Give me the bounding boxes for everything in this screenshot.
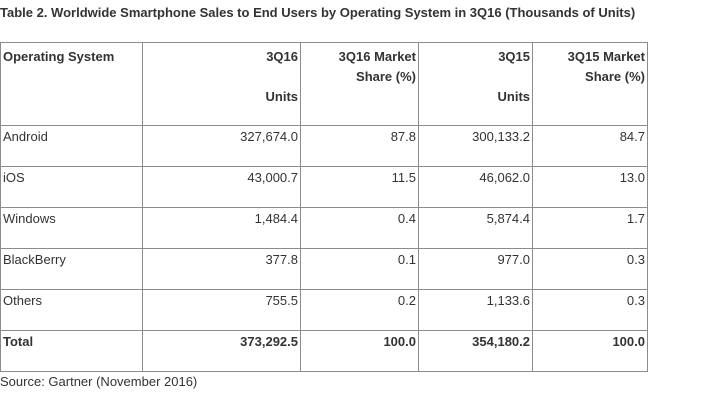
total-cell: 100.0 [532,330,648,372]
table-row: Others 755.5 0.2 1,133.6 0.3 [0,289,648,331]
header-cell: 3Q16 Market Share (%) [300,42,419,126]
sales-table: Operating System 3Q16 Units 3Q16 Market Sh… [0,42,648,372]
total-cell: 373,292.5 [142,330,301,372]
table-cell: 5,874.4 [418,207,533,249]
total-cell: Total [0,330,143,372]
table-cell: 13.0 [532,166,648,208]
table-cell: 0.3 [532,248,648,290]
table-cell: 1.7 [532,207,648,249]
table-cell: 1,484.4 [142,207,301,249]
header-text: 3Q15 [498,49,530,64]
header-spacer [421,67,530,87]
table-cell: 87.8 [300,125,419,167]
header-unit: Units [265,89,299,104]
header-text: 3Q15 Market Share (%) [567,49,645,84]
table-cell: Others [0,289,143,331]
header-cell: 3Q15 Units [418,42,533,126]
table-cell: 1,133.6 [418,289,533,331]
table-title: Table 2. Worldwide Smartphone Sales to E… [0,5,636,20]
table-cell: 0.2 [300,289,419,331]
table-row: Android 327,674.0 87.8 300,133.2 84.7 [0,125,648,167]
table-cell: 0.1 [300,248,419,290]
table-cell: 46,062.0 [418,166,533,208]
header-spacer [145,67,298,87]
table-cell: 0.4 [300,207,419,249]
table-cell: 43,000.7 [142,166,301,208]
header-text: Operating System [3,49,115,64]
table-cell: Android [0,125,143,167]
table-row: Windows 1,484.4 0.4 5,874.4 1.7 [0,207,648,249]
table-cell: Windows [0,207,143,249]
header-row: Operating System 3Q16 Units 3Q16 Market Sh… [0,42,648,126]
total-cell: 100.0 [300,330,419,372]
header-cell: 3Q15 Market Share (%) [532,42,648,126]
table-cell: 11.5 [300,166,419,208]
table-cell: BlackBerry [0,248,143,290]
table-cell: 84.7 [532,125,648,167]
header-text: 3Q16 Market Share (%) [338,49,416,84]
source-note: Source: Gartner (November 2016) [0,374,198,389]
table-cell: 977.0 [418,248,533,290]
header-cell: 3Q16 Units [142,42,301,126]
total-row: Total 373,292.5 100.0 354,180.2 100.0 [0,330,648,372]
header-text: 3Q16 [266,49,298,64]
header-cell: Operating System [0,42,143,126]
table-cell: 755.5 [142,289,301,331]
header-unit: Units [497,89,531,104]
total-cell: 354,180.2 [418,330,533,372]
table-body: Android 327,674.0 87.8 300,133.2 84.7 iOS 43,0… [0,125,648,372]
table-row: BlackBerry 377.8 0.1 977.0 0.3 [0,248,648,290]
table-cell: 0.3 [532,289,648,331]
table-cell: 300,133.2 [418,125,533,167]
table-cell: 377.8 [142,248,301,290]
table-cell: iOS [0,166,143,208]
table-cell: 327,674.0 [142,125,301,167]
table-row: iOS 43,000.7 11.5 46,062.0 13.0 [0,166,648,208]
